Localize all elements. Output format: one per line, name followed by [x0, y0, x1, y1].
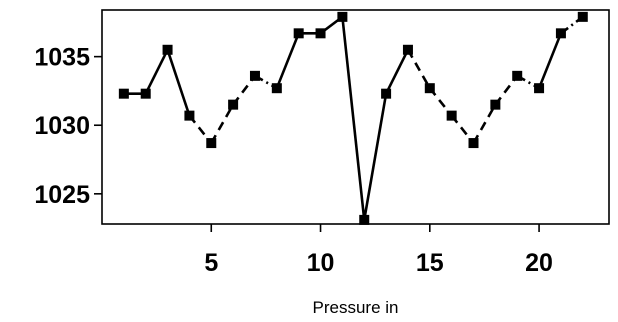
- data-point: [402, 44, 413, 55]
- series-line-segment: [537, 32, 563, 89]
- series-line-segment: [210, 104, 235, 144]
- data-point: [118, 88, 129, 99]
- data-point: [206, 138, 217, 149]
- data-point: [512, 70, 523, 81]
- data-point: [249, 70, 260, 81]
- data-point: [271, 83, 282, 94]
- data-point: [490, 99, 501, 110]
- data-point: [184, 110, 195, 121]
- y-tick-label: 1035: [34, 44, 90, 72]
- series-line-segment: [406, 49, 431, 89]
- data-point: [424, 83, 435, 94]
- y-tick-label: 1030: [34, 112, 90, 140]
- x-axis-title: Pressure in: [313, 298, 399, 317]
- y-tick-label: 1025: [34, 181, 90, 209]
- x-tick-label: 20: [525, 249, 553, 277]
- series-line-segment: [144, 49, 169, 95]
- data-point: [293, 28, 304, 39]
- series-line-segment: [472, 104, 497, 144]
- x-tick-label: 15: [416, 249, 444, 277]
- series-line-segment: [384, 49, 410, 95]
- x-tick-label: 10: [307, 249, 335, 277]
- series-line-segment: [275, 32, 300, 89]
- y-axis: 1025 1030 1035: [34, 44, 102, 209]
- data-point: [162, 44, 173, 55]
- data-point: [337, 11, 348, 22]
- x-tick-label: 5: [204, 249, 218, 277]
- data-point: [381, 88, 392, 99]
- data-point: [577, 11, 588, 22]
- series-line-segment: [341, 16, 366, 221]
- data-point: [359, 214, 370, 225]
- series-markers: [118, 11, 588, 225]
- data-point: [534, 83, 545, 94]
- data-point: [228, 99, 239, 110]
- series-line-segment: [362, 93, 388, 221]
- data-point: [555, 28, 566, 39]
- series-line-segment: [166, 49, 191, 117]
- data-point: [140, 88, 151, 99]
- data-point: [446, 110, 457, 121]
- data-point: [315, 28, 326, 39]
- x-axis: 5 10 15 20: [204, 224, 553, 277]
- plot-frame: [101, 9, 610, 225]
- data-point: [468, 138, 479, 149]
